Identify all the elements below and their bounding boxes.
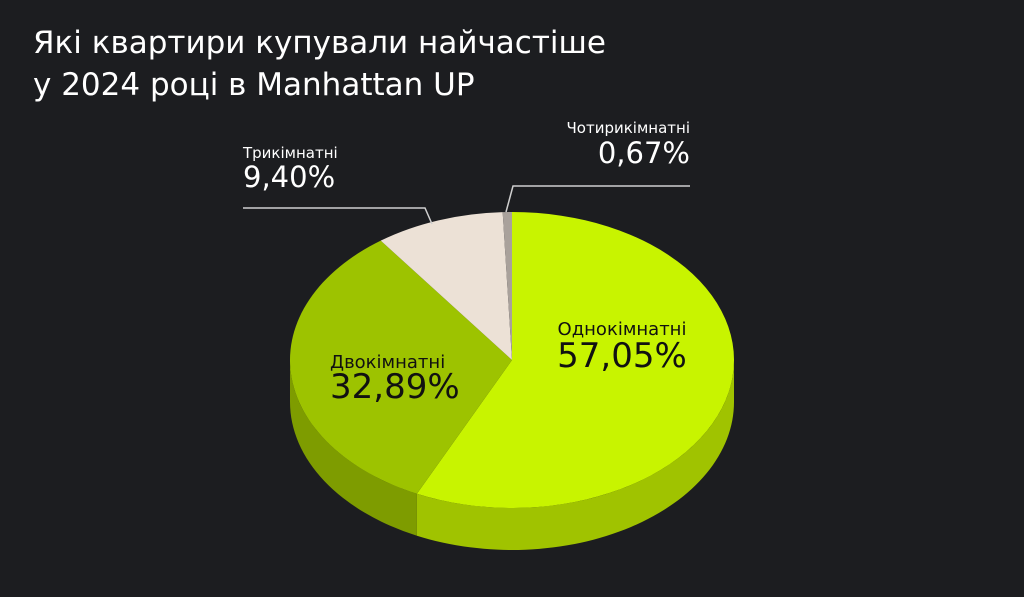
slice-side <box>290 360 417 536</box>
slice <box>416 212 735 508</box>
slice <box>290 240 512 494</box>
leader-line <box>243 207 433 225</box>
slice-side <box>416 360 734 550</box>
chart-title: Які квартири купували найчастіше у 2024 … <box>33 25 606 103</box>
value-label: 0,67% <box>598 136 690 170</box>
value-label: 9,40% <box>243 160 335 194</box>
value-label: 57,05% <box>557 336 687 376</box>
category-label: Двокімнатні <box>330 352 445 373</box>
leader-line <box>505 185 690 213</box>
category-label: Трикімнатні <box>242 144 338 162</box>
slice <box>380 212 512 360</box>
category-label: Чотирикімнатні <box>567 119 690 137</box>
category-label: Однокімнатні <box>558 319 687 340</box>
value-label: 32,89% <box>330 367 460 407</box>
slice <box>502 212 512 360</box>
